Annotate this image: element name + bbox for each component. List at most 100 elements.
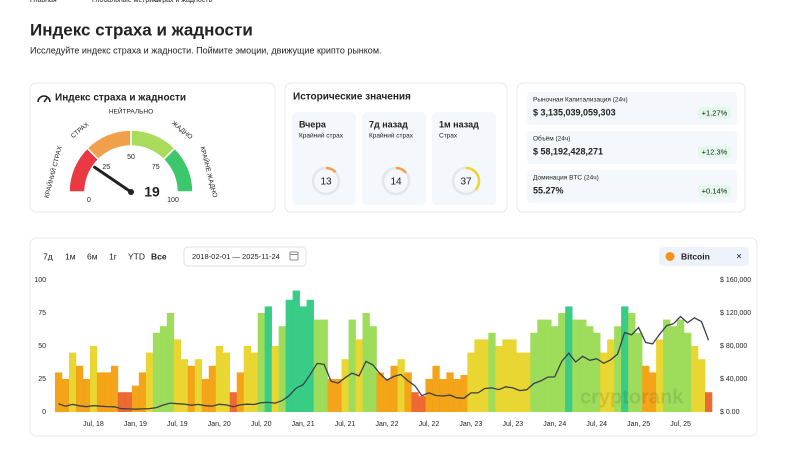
history-label: 1м назад (439, 119, 479, 129)
bar (621, 306, 629, 412)
bar (544, 319, 552, 412)
bar (96, 372, 105, 412)
bar (306, 299, 314, 412)
bar (131, 385, 140, 412)
breadcrumb-item[interactable]: Главная (30, 0, 57, 4)
x-tick-label: Jul, 21 (335, 421, 356, 428)
bar (236, 372, 245, 412)
price-line (58, 315, 710, 410)
x-tick-label: Jul, 23 (502, 421, 523, 428)
x-tick-label: Jul, 18 (83, 421, 104, 428)
x-tick-label: Jul, 25 (670, 421, 691, 428)
bar (446, 372, 454, 412)
gauge-zone-label: НЕЙТРАЛЬНО (109, 107, 153, 116)
x-tick-label: Jan, 25 (627, 421, 650, 428)
history-value: 14 (390, 177, 402, 188)
breadcrumb-item[interactable]: Глобальные метрики (92, 0, 160, 4)
calendar-icon (289, 251, 299, 261)
bar (187, 365, 196, 412)
history-value: 13 (320, 177, 332, 188)
range-button[interactable]: 7д (43, 251, 53, 261)
bar (488, 332, 496, 412)
bar (600, 352, 608, 412)
bar (467, 352, 475, 412)
gauge-hub (128, 189, 134, 195)
bar (376, 372, 384, 412)
market-value: $ 58,192,428,271 (533, 146, 603, 156)
gauge-title: Индекс страха и жадности (55, 93, 186, 104)
bar (103, 372, 112, 412)
y2-tick-label: $ 80,000 (720, 343, 747, 350)
gauge-zone (162, 147, 194, 193)
bar (537, 319, 545, 412)
x-tick-label: Jul, 19 (167, 421, 188, 428)
breadcrumb-item[interactable]: Страх и жадность (154, 0, 212, 4)
y2-tick-label: $ 40,000 (720, 376, 747, 383)
bar (152, 332, 161, 412)
gauge-tick-label: 75 (152, 164, 160, 171)
history-ring (451, 166, 481, 196)
range-button[interactable]: Все (151, 251, 167, 261)
bar (698, 359, 706, 412)
bar (341, 359, 349, 412)
bar (418, 396, 426, 412)
date-range-box[interactable] (183, 246, 307, 267)
range-button[interactable]: 1г (109, 251, 117, 261)
history-label: Вчера (299, 119, 327, 129)
bar (264, 306, 272, 412)
history-value: 37 (460, 177, 472, 188)
history-status: Крайний страх (299, 132, 344, 140)
bitcoin-icon (665, 252, 675, 261)
bar (229, 392, 238, 412)
x-tick-label: Jan, 23 (459, 421, 482, 428)
bar (334, 379, 342, 412)
range-button[interactable]: YTD (128, 251, 145, 261)
legend-label[interactable]: Bitcoin (681, 251, 710, 261)
change-pill (698, 146, 731, 158)
bar (530, 332, 538, 412)
bar (516, 352, 524, 412)
bar (474, 339, 482, 412)
history-status: Страх (439, 133, 458, 140)
x-tick-label: Jul, 24 (586, 421, 607, 428)
market-tile (527, 131, 737, 164)
change-pill (698, 185, 731, 197)
market-change: +1.27% (702, 108, 728, 117)
bar (159, 326, 168, 412)
close-icon[interactable]: × (736, 252, 742, 263)
bar (649, 372, 657, 412)
bar (89, 346, 98, 412)
bar (124, 392, 133, 412)
bar (411, 392, 419, 412)
bar (194, 359, 203, 412)
bar (432, 365, 440, 412)
history-label: 7д назад (369, 119, 408, 129)
x-tick-label: Jan, 19 (124, 421, 147, 428)
history-ring (381, 166, 411, 196)
y-tick-label: 100 (34, 277, 46, 284)
y2-tick-label: $ 160,000 (720, 277, 751, 284)
market-value: 55.27% (533, 185, 564, 195)
bar (55, 372, 63, 412)
bar (68, 352, 77, 412)
bar (565, 306, 573, 412)
x-tick-label: Jan, 20 (208, 421, 231, 428)
market-label: Объём (24ч) (533, 135, 570, 143)
legend-pill[interactable] (659, 247, 749, 266)
bar (593, 332, 601, 412)
range-button[interactable]: 6м (87, 251, 98, 261)
bar (145, 352, 154, 412)
bar (292, 290, 300, 412)
bar (117, 392, 126, 412)
bar (670, 326, 678, 412)
bar (215, 346, 224, 412)
bar (390, 365, 398, 412)
y-tick-label: 25 (38, 376, 46, 383)
historical-title: Исторические значения (293, 92, 411, 103)
range-button[interactable]: 1м (65, 251, 76, 261)
change-pill (698, 107, 731, 119)
bar (495, 346, 503, 412)
page-subtitle: Исследуйте индекс страха и жадности. Пой… (30, 45, 382, 55)
bar (586, 326, 594, 412)
market-tile (527, 92, 737, 125)
